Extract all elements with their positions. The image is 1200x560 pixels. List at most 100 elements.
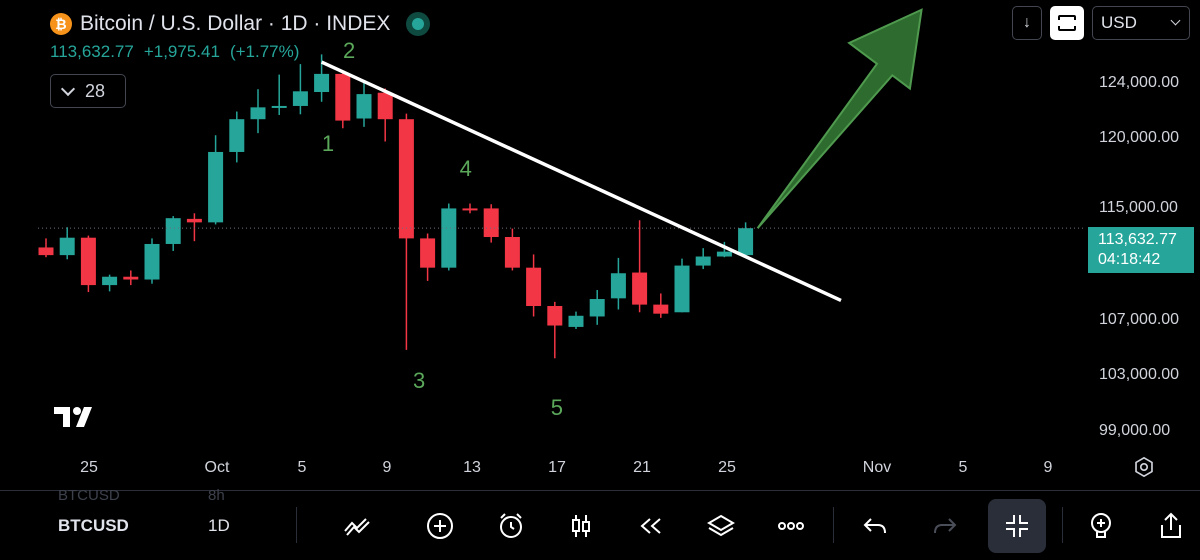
target-arrow[interactable] [756, 8, 923, 229]
undo-icon [863, 518, 886, 534]
wave-label: 1 [321, 130, 335, 156]
candle[interactable] [420, 238, 436, 268]
ghost-symbol-above: BTCUSD 8h [58, 487, 225, 504]
candle[interactable] [716, 251, 732, 257]
download-button[interactable]: ↓ [1012, 6, 1042, 40]
candle[interactable] [462, 208, 478, 211]
candle[interactable] [123, 276, 139, 280]
candle[interactable] [208, 151, 224, 223]
candle[interactable] [483, 208, 499, 237]
candle[interactable] [59, 237, 75, 256]
more-dots-icon [778, 522, 804, 530]
chevron-down-icon [1170, 15, 1181, 26]
candle[interactable] [250, 107, 266, 120]
candle[interactable] [229, 119, 245, 152]
date-axis-label: 21 [633, 459, 651, 476]
redo-button[interactable] [928, 509, 962, 543]
current-price-tag: 113,632.77 04:18:42 [1088, 227, 1194, 273]
candle[interactable] [102, 276, 118, 286]
chart-title[interactable]: Bitcoin / U.S. Dollar · 1D · INDEX [80, 12, 391, 35]
candle[interactable] [589, 299, 605, 317]
tradingview-logo[interactable] [54, 402, 100, 437]
market-status-icon[interactable] [406, 12, 431, 36]
share-button[interactable] [1154, 509, 1188, 543]
layers-icon [707, 514, 735, 537]
wave-label: 3 [412, 368, 426, 394]
candle[interactable] [610, 273, 626, 299]
candle[interactable] [38, 247, 54, 256]
drawing-tools-button[interactable] [340, 509, 374, 543]
candle[interactable] [335, 73, 351, 121]
indicators-count: 28 [85, 80, 106, 101]
layouts-button[interactable] [704, 509, 738, 543]
more-button[interactable] [774, 509, 808, 543]
candle[interactable] [186, 218, 202, 223]
exit-fullscreen-button[interactable] [988, 499, 1046, 553]
bitcoin-logo-icon: ₿ [50, 13, 72, 35]
candle[interactable] [292, 91, 308, 106]
chevron-down-icon [60, 81, 76, 96]
candle[interactable] [271, 105, 287, 108]
price-summary: 113,632.77 +1,975.41 (+1.77%) [50, 42, 430, 62]
price-axis-label: 120,000.00 [1099, 129, 1180, 147]
price-axis-label: 103,000.00 [1099, 366, 1180, 384]
price-change-percent: (+1.77%) [229, 42, 300, 61]
bottom-toolbar: BTCUSD 8h BTCUSD 1D 3D [0, 487, 1200, 560]
add-indicator-button[interactable] [423, 509, 457, 543]
toolbar-divider [296, 507, 297, 543]
chart-area[interactable]: ₿ Bitcoin / U.S. Dollar · 1D · INDEX 113… [0, 0, 1200, 490]
date-axis-label: 25 [718, 459, 736, 476]
candle[interactable] [568, 315, 584, 327]
indicators-toggle-button[interactable]: 28 [50, 74, 126, 108]
candle[interactable] [377, 92, 393, 120]
candle[interactable] [165, 218, 181, 244]
fullscreen-icon [1058, 15, 1076, 31]
lightbulb-plus-icon [1091, 513, 1111, 538]
candle[interactable] [441, 208, 457, 268]
symbol-picker[interactable]: BTCUSD [58, 516, 129, 535]
last-price: 113,632.77 [50, 42, 134, 61]
date-axis-label: 5 [297, 459, 307, 476]
alert-button[interactable] [494, 509, 528, 543]
tradingview-logo-icon [54, 407, 92, 427]
candle[interactable] [695, 256, 711, 266]
ideas-button[interactable] [1084, 509, 1118, 543]
arrow-down-icon: ↓ [1023, 14, 1031, 31]
chart-type-button[interactable] [564, 509, 598, 543]
symbol-header: ₿ Bitcoin / U.S. Dollar · 1D · INDEX 113… [50, 10, 431, 62]
candlestick-chart[interactable] [0, 0, 1200, 490]
price-axis-label: 115,000.00 [1099, 199, 1178, 217]
replay-button[interactable] [634, 509, 668, 543]
date-axis-label: 9 [1043, 459, 1053, 476]
fullscreen-button[interactable] [1050, 6, 1084, 40]
candle[interactable] [398, 119, 414, 239]
date-axis-label: 9 [382, 459, 392, 476]
candle[interactable] [632, 272, 648, 305]
candle[interactable] [674, 265, 690, 313]
currency-value: USD [1101, 13, 1137, 32]
candle[interactable] [356, 94, 372, 119]
candle[interactable] [653, 304, 669, 314]
wave-label: 5 [550, 395, 564, 421]
candle[interactable] [738, 228, 754, 256]
candle[interactable] [314, 73, 330, 93]
date-axis-label: 5 [958, 459, 968, 476]
candle[interactable] [144, 243, 160, 280]
collapse-icon [1006, 515, 1028, 537]
wave-label: 4 [459, 156, 472, 182]
date-axis-label: Oct [204, 459, 230, 476]
interval-picker[interactable]: 1D [208, 516, 230, 535]
undo-button[interactable] [858, 509, 892, 543]
candle[interactable] [547, 306, 563, 326]
candle[interactable] [504, 237, 520, 268]
date-axis-label: 25 [80, 459, 98, 476]
chart-settings-icon[interactable] [1133, 456, 1155, 478]
currency-select[interactable]: USD [1092, 6, 1190, 40]
redo-icon [934, 518, 957, 534]
candle[interactable] [526, 267, 542, 307]
candle-countdown: 04:18:42 [1098, 251, 1161, 268]
candle[interactable] [80, 237, 96, 286]
share-icon [1161, 512, 1181, 538]
trendline[interactable] [320, 60, 842, 303]
date-axis-label: 17 [548, 459, 566, 476]
